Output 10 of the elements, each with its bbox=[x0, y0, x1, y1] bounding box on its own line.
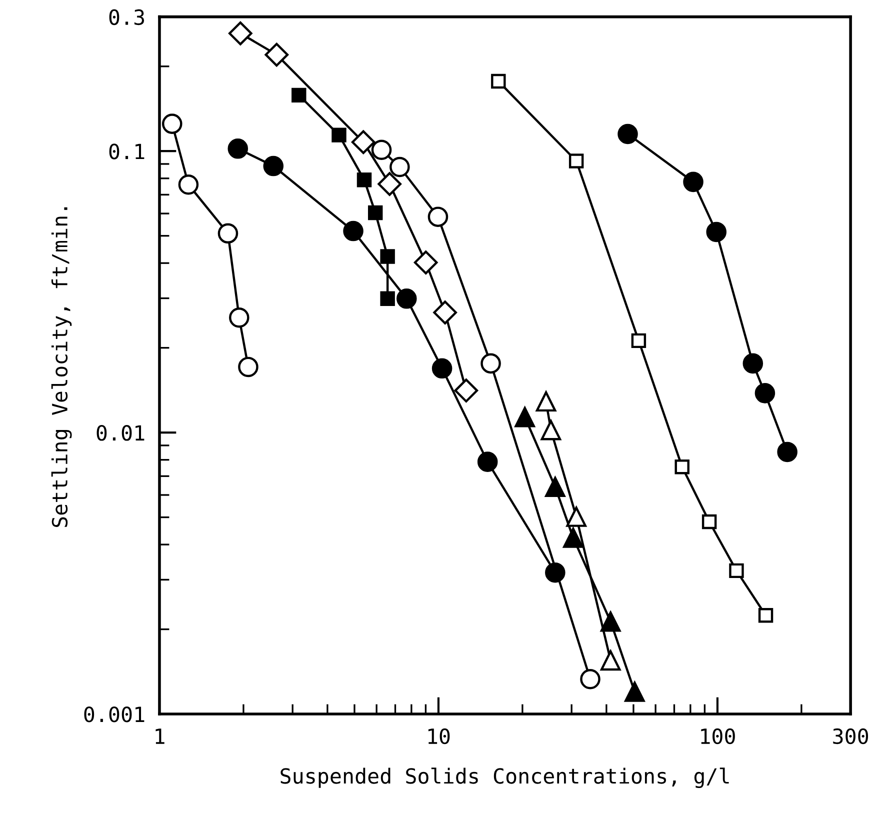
x-tick-label: 1 bbox=[156, 728, 164, 744]
y-tick-label: 0.001 bbox=[84, 706, 144, 722]
x-tick-label: 300 bbox=[833, 728, 868, 744]
x-axis-title: Suspended Solids Concentrations, g/l bbox=[280, 768, 729, 788]
x-tick-label: 10 bbox=[428, 728, 450, 744]
y-axis-title: Settling Velocity, ft/min. bbox=[51, 207, 72, 528]
y-tick-label: 0.01 bbox=[96, 425, 144, 441]
x-tick-label: 100 bbox=[701, 728, 735, 744]
y-tick-label: 0.1 bbox=[109, 144, 144, 160]
y-tick-label: 0.3 bbox=[109, 9, 144, 26]
